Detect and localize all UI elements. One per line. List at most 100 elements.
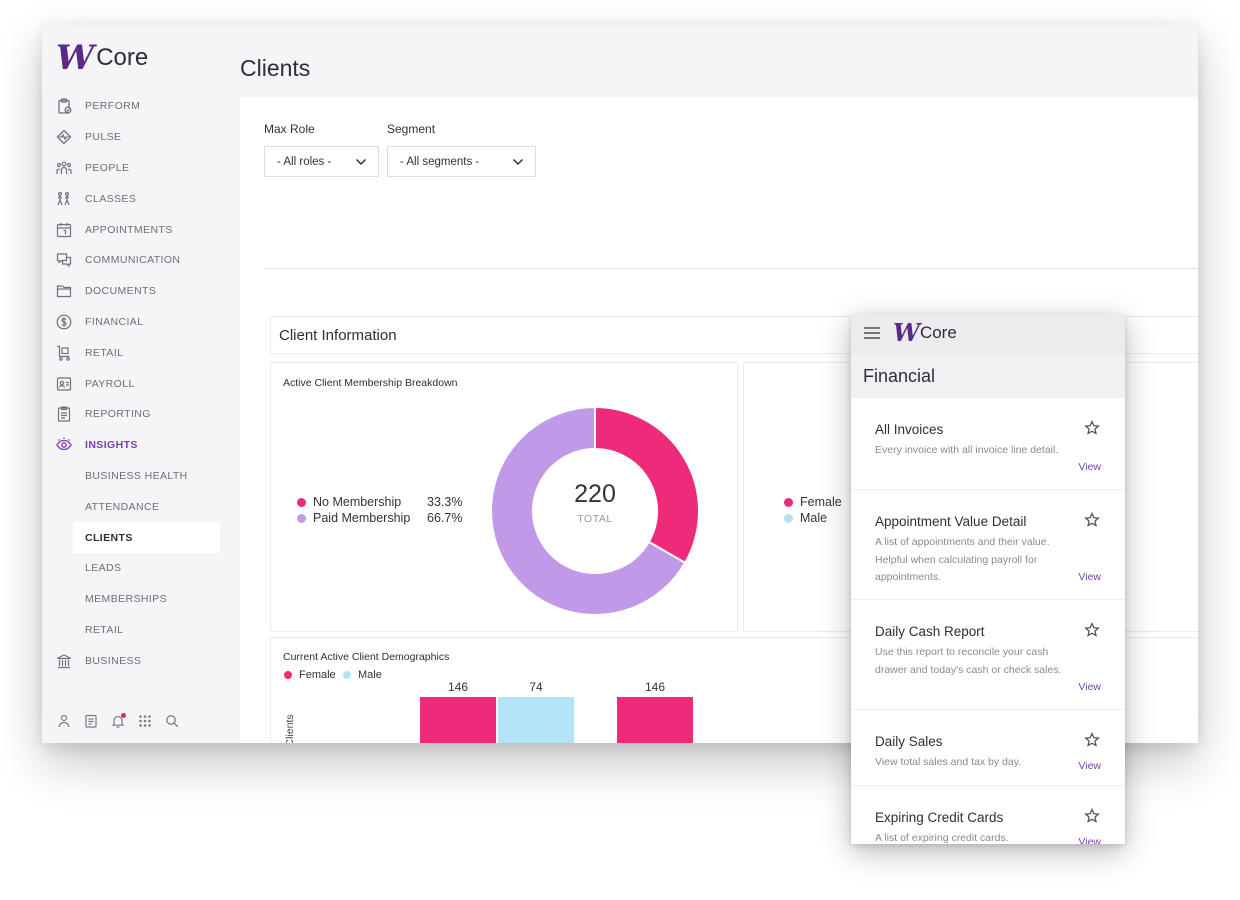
max-role-label: Max Role <box>264 122 315 136</box>
sidebar-item-pulse[interactable]: PULSE <box>42 122 238 153</box>
page-title: Clients <box>240 55 311 81</box>
max-role-value: - All roles - <box>277 155 332 168</box>
chevron-down-icon <box>355 158 367 166</box>
donut-slice-paid-membership[interactable] <box>490 405 687 616</box>
sidebar-subitem-memberships[interactable]: MEMBERSHIPS <box>42 584 238 615</box>
report-description: View total sales and tax by day. <box>875 756 1022 768</box>
sidebar-item-documents[interactable]: DOCUMENTS <box>42 276 238 307</box>
bar-female-2[interactable] <box>617 697 693 743</box>
view-link[interactable]: View <box>1078 681 1101 693</box>
sidebar-subitem-label: BUSINESS HEALTH <box>85 469 188 482</box>
notes-icon[interactable] <box>83 713 99 729</box>
star-icon[interactable] <box>1084 420 1100 436</box>
people-group-icon <box>56 160 72 176</box>
sidebar-item-label: APPOINTMENTS <box>85 223 173 236</box>
chat-bubbles-icon <box>56 252 72 268</box>
star-icon[interactable] <box>1084 808 1100 824</box>
bar-data-label: 146 <box>448 680 468 694</box>
mobile-top-bar: W Core <box>851 314 1125 354</box>
sidebar-subitem-label: RETAIL <box>85 623 124 636</box>
sidebar-bottom-toolbar <box>56 713 180 729</box>
sidebar-item-label: BUSINESS <box>85 654 142 667</box>
sidebar-item-communication[interactable]: COMMUNICATION <box>42 245 238 276</box>
sidebar-subitem-business-health[interactable]: BUSINESS HEALTH <box>42 461 238 492</box>
sidebar-item-perform[interactable]: PERFORM <box>42 91 238 122</box>
legend-label: No Membership <box>313 495 402 509</box>
report-description: A list of expiring credit cards. <box>875 832 1009 844</box>
sidebar-item-label: PULSE <box>85 131 122 144</box>
report-item[interactable]: Daily Cash Report Use this report to rec… <box>851 600 1125 710</box>
report-title: Appointment Value Detail <box>875 514 1027 529</box>
report-item[interactable]: Appointment Value Detail A list of appoi… <box>851 490 1125 600</box>
bar-data-label: 74 <box>529 680 543 694</box>
view-link[interactable]: View <box>1078 760 1101 772</box>
sidebar-subitem-label: LEADS <box>85 562 122 575</box>
sidebar-item-classes[interactable]: CLASSES <box>42 183 238 214</box>
segment-label: Segment <box>387 122 436 136</box>
sidebar-item-business[interactable]: BUSINESS <box>42 645 238 676</box>
eye-icon <box>56 437 72 453</box>
legend-item[interactable]: Male <box>784 511 827 525</box>
bell-icon[interactable] <box>110 713 126 729</box>
view-link[interactable]: View <box>1078 461 1101 473</box>
report-description: A list of appointments and their value. … <box>875 536 1050 583</box>
donut-slice-no-membership[interactable] <box>594 405 700 565</box>
sidebar-item-label: DOCUMENTS <box>85 285 157 298</box>
legend-item[interactable]: Female <box>784 495 842 509</box>
legend-swatch <box>343 671 351 679</box>
building-icon <box>56 653 72 669</box>
sidebar-subitem-clients[interactable]: CLIENTS <box>73 522 220 553</box>
report-item[interactable]: All Invoices Every invoice with all invo… <box>851 398 1125 490</box>
legend-item[interactable]: Male <box>343 669 382 681</box>
sidebar-item-payroll[interactable]: PAYROLL <box>42 368 238 399</box>
sidebar-item-retail[interactable]: RETAIL <box>42 337 238 368</box>
sidebar-subitem-label: CLIENTS <box>85 531 133 544</box>
legend-item[interactable]: Female <box>284 669 336 681</box>
sidebar-item-label: PERFORM <box>85 100 141 113</box>
sidebar-item-insights[interactable]: INSIGHTS <box>42 430 238 461</box>
sidebar-item-appointments[interactable]: APPOINTMENTS <box>42 214 238 245</box>
sidebar-subitem-attendance[interactable]: ATTENDANCE <box>42 491 238 522</box>
mobile-app-window: W Core Financial All Invoices Every invo… <box>851 314 1125 844</box>
sidebar-item-label: FINANCIAL <box>85 315 144 328</box>
sidebar-subitem-leads[interactable]: LEADS <box>42 553 238 584</box>
bar-male-1[interactable] <box>498 697 574 743</box>
star-icon[interactable] <box>1084 512 1100 528</box>
star-icon[interactable] <box>1084 732 1100 748</box>
cart-icon <box>56 345 72 361</box>
clipboard-check-icon <box>56 98 72 115</box>
search-icon[interactable] <box>164 713 180 729</box>
sidebar-subitem-label: ATTENDANCE <box>85 500 160 513</box>
calendar-icon <box>56 222 72 238</box>
sidebar-subitem-retail[interactable]: RETAIL <box>42 615 238 646</box>
segment-select[interactable]: - All segments - <box>387 146 536 177</box>
max-role-select[interactable]: - All roles - <box>264 146 379 177</box>
legend-label: Paid Membership <box>313 511 411 525</box>
bar-female-0[interactable] <box>420 697 496 743</box>
sidebar-item-financial[interactable]: FINANCIAL <box>42 307 238 338</box>
legend-item[interactable]: No Membership 33.3% <box>297 495 462 509</box>
logo-text: Core <box>919 323 957 342</box>
legend-label: Female <box>800 495 842 509</box>
report-item[interactable]: Expiring Credit Cards A list of expiring… <box>851 786 1125 844</box>
sidebar-item-label: RETAIL <box>85 346 124 359</box>
sidebar-item-label: REPORTING <box>85 408 151 421</box>
membership-breakdown-card: Active Client Membership Breakdown No Me… <box>270 362 738 632</box>
view-link[interactable]: View <box>1078 836 1101 844</box>
legend-swatch <box>297 497 306 507</box>
segment-value: - All segments - <box>400 155 480 168</box>
view-link[interactable]: View <box>1078 571 1101 583</box>
app-logo[interactable]: W Core <box>56 41 148 75</box>
sidebar-item-reporting[interactable]: REPORTING <box>42 399 238 430</box>
report-item[interactable]: Daily Sales View total sales and tax by … <box>851 710 1125 786</box>
hamburger-menu-icon[interactable] <box>864 327 880 339</box>
mobile-logo[interactable]: W Core <box>893 320 957 346</box>
legend-item[interactable]: Paid Membership 66.7% <box>297 511 462 525</box>
user-icon[interactable] <box>56 713 72 729</box>
report-title: Expiring Credit Cards <box>875 810 1004 825</box>
logo-text: Core <box>96 44 149 71</box>
star-icon[interactable] <box>1084 622 1100 638</box>
sidebar-item-people[interactable]: PEOPLE <box>42 153 238 184</box>
apps-grid-icon[interactable] <box>137 713 153 729</box>
legend-swatch <box>784 513 793 523</box>
